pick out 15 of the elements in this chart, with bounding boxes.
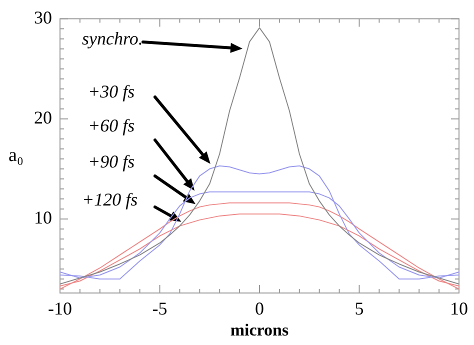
text: synchro.: [82, 28, 143, 49]
y-tick-label: 10: [34, 208, 52, 228]
x-tick-label: 10: [450, 298, 468, 319]
y-tick-label: 30: [34, 8, 52, 28]
x-tick-label: 0: [255, 298, 264, 319]
x-tick-label: 5: [354, 298, 364, 319]
text: +30 fs: [88, 82, 135, 102]
series-label: +120 fs: [82, 190, 138, 210]
x-tick-label: -10: [48, 298, 72, 319]
y-tick-label: 20: [34, 108, 52, 128]
text: +60 fs: [88, 116, 135, 136]
x-axis-title: microns: [230, 320, 289, 340]
x-tick-label: -5: [152, 298, 168, 319]
y-axis-title: a₀: [8, 144, 24, 166]
text: +90 fs: [88, 152, 135, 172]
